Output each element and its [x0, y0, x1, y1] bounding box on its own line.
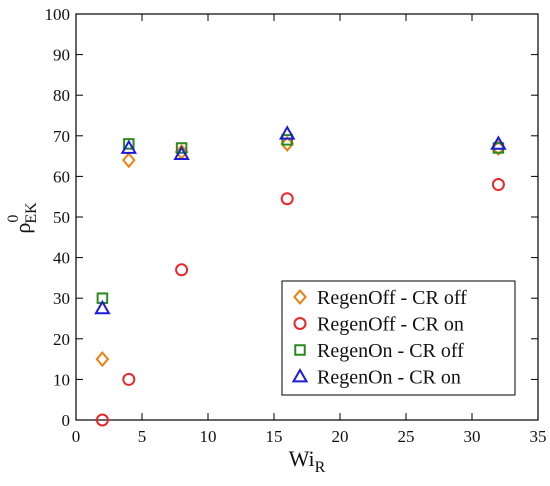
data-point-diamond [121, 152, 136, 169]
y-tick-label: 30 [53, 289, 70, 308]
y-tick-label: 0 [62, 411, 71, 430]
y-tick-label: 80 [53, 86, 70, 105]
legend-marker-triangle [291, 367, 309, 383]
legend-marker-square [294, 344, 306, 356]
legend-item: RegenOn - CR on [291, 367, 461, 389]
series-circle [95, 178, 505, 427]
data-point-circle [280, 192, 294, 206]
data-point-square [175, 142, 188, 154]
x-tick-label: 5 [138, 427, 147, 446]
data-point-diamond [95, 351, 110, 368]
data-point-square [123, 138, 135, 150]
y-tick-label: 50 [53, 208, 70, 227]
data-point-diamond [280, 135, 295, 152]
data-point-triangle [173, 145, 190, 160]
data-point-circle [95, 413, 109, 427]
legend-item: RegenOn - CR off [294, 340, 464, 362]
legend-marker-diamond [293, 288, 307, 306]
x-tick-label: 20 [332, 427, 349, 446]
x-tick-label: 30 [464, 427, 481, 446]
y-tick-label: 70 [53, 127, 70, 146]
y-axis-title: ρ0EK [5, 202, 40, 234]
legend-label: RegenOn - CR off [317, 340, 464, 362]
data-point-triangle [490, 135, 507, 150]
data-point-circle [491, 178, 505, 192]
y-tick-label: 10 [53, 370, 70, 389]
y-tick-label: 60 [53, 167, 70, 186]
data-point-circle [122, 372, 136, 386]
data-point-triangle [120, 139, 138, 154]
legend-label: RegenOn - CR on [317, 367, 461, 389]
y-tick-label: 100 [45, 5, 71, 24]
x-tick-label: 10 [200, 427, 217, 446]
legend-item: RegenOff - CR off [293, 287, 467, 309]
x-axis-title: WiR [289, 446, 326, 476]
legend-box [281, 280, 516, 396]
y-tick-label: 40 [53, 249, 70, 268]
legend: RegenOff - CR off RegenOff - CR on RegenOn… [281, 280, 516, 396]
data-point-triangle [94, 299, 111, 315]
data-marks [94, 125, 507, 427]
data-point-square [281, 134, 293, 146]
x-tick-label: 35 [530, 427, 547, 446]
x-tick-label: 0 [72, 427, 81, 446]
legend-marker-circle [293, 317, 307, 330]
data-point-triangle [278, 125, 296, 140]
y-tick-label: 90 [53, 46, 70, 65]
x-tick-label: 25 [398, 427, 415, 446]
legend-item: RegenOff - CR on [293, 314, 464, 336]
data-point-circle [175, 263, 189, 277]
x-tick-label: 15 [266, 427, 283, 446]
series-triangle [94, 125, 507, 315]
legend-label: RegenOff - CR off [317, 287, 467, 309]
series-square [96, 134, 505, 304]
y-tick-label: 20 [53, 330, 70, 349]
axes: 0 5 10 15 20 25 30 35 0 10 20 30 40 50 60 70 80 90 100 [45, 5, 547, 446]
legend-label: RegenOff - CR on [317, 314, 464, 336]
